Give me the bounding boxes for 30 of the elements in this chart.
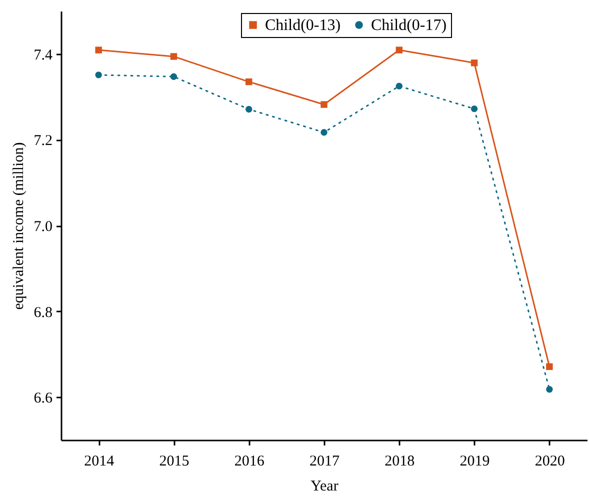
x-tick-label: 2015 xyxy=(159,454,190,470)
y-tick-label: 7.2 xyxy=(34,133,52,150)
point xyxy=(246,78,252,86)
legend-label: Child(0-13) xyxy=(265,17,341,34)
point xyxy=(320,129,328,136)
point xyxy=(470,105,478,112)
point xyxy=(546,363,553,370)
y-tick-label: 6.6 xyxy=(34,390,53,407)
x-tick-label: 2018 xyxy=(384,454,415,470)
y-axis-title: equivalent income (million) xyxy=(10,142,27,310)
point xyxy=(246,106,252,113)
legend-label: Child(0-17) xyxy=(371,17,447,34)
point xyxy=(470,60,478,66)
x-tick-label: 2014 xyxy=(84,454,115,470)
x-tick-label: 2020 xyxy=(534,454,565,470)
point xyxy=(396,46,402,54)
x-tick-label: 2019 xyxy=(460,454,490,470)
y-tick-label: 7.4 xyxy=(34,47,53,64)
y-tick-label: 7.0 xyxy=(34,219,52,235)
point xyxy=(95,46,102,54)
y-tick-label: 6.8 xyxy=(34,304,52,321)
point xyxy=(320,101,328,108)
point xyxy=(396,82,402,90)
point xyxy=(170,53,178,60)
x-tick-label: 2016 xyxy=(234,454,265,470)
point xyxy=(170,73,178,80)
x-axis-title: Year xyxy=(310,478,338,494)
point xyxy=(546,386,553,393)
x-tick-label: 2017 xyxy=(310,454,340,470)
point xyxy=(95,72,102,78)
